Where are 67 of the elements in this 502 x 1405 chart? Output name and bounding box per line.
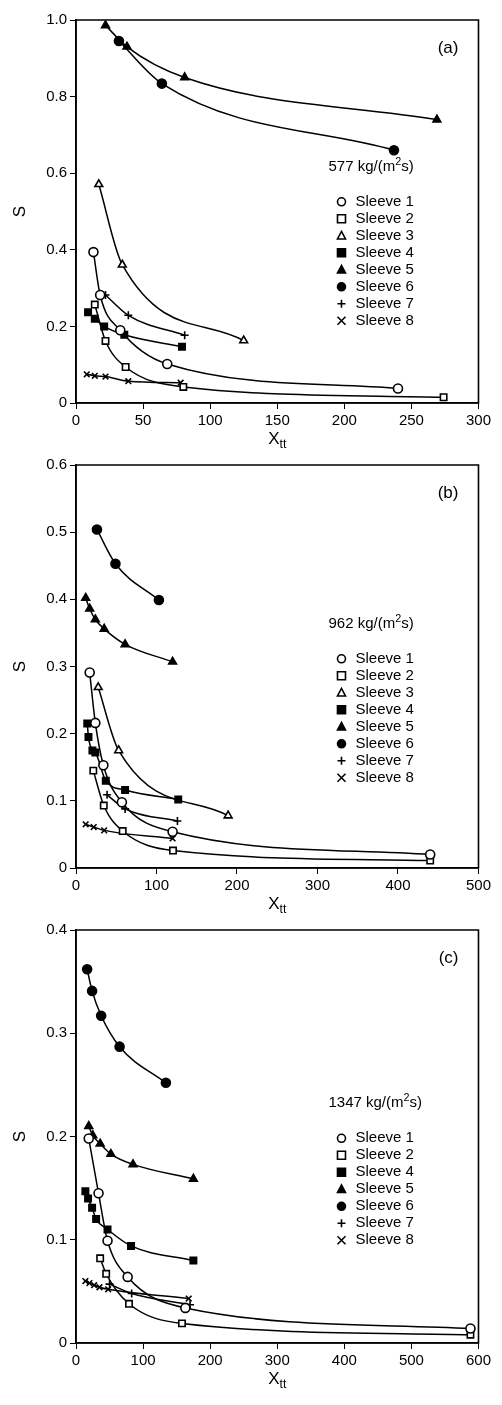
legend-label: Sleeve 2 bbox=[355, 1145, 414, 1163]
legend-label: Sleeve 6 bbox=[355, 733, 414, 751]
y-tick-label: 0.4 bbox=[46, 589, 67, 607]
legend-label: Sleeve 3 bbox=[355, 682, 414, 700]
legend-label: Sleeve 1 bbox=[355, 191, 414, 209]
y-tick-label: 0 bbox=[58, 1333, 67, 1351]
y-tick-label: 0.2 bbox=[46, 316, 67, 334]
x-tick-label: 0 bbox=[71, 876, 81, 894]
legend-label: Sleeve 1 bbox=[355, 648, 414, 666]
legend-label: Sleeve 5 bbox=[355, 716, 414, 734]
y-tick-label: 0.3 bbox=[46, 1023, 67, 1041]
y-tick-label: 0.4 bbox=[46, 239, 67, 257]
y-tick-label: 0.8 bbox=[46, 86, 67, 104]
legend-label: Sleeve 7 bbox=[355, 1213, 414, 1231]
legend-label: Sleeve 2 bbox=[355, 208, 414, 226]
x-tick-label: 200 bbox=[331, 411, 357, 429]
x-tick-label: 150 bbox=[264, 411, 290, 429]
legend-label: Sleeve 7 bbox=[355, 750, 414, 768]
y-tick-label: 0.1 bbox=[46, 1229, 67, 1247]
legend-label: Sleeve 7 bbox=[355, 293, 414, 311]
legend-label: Sleeve 5 bbox=[355, 1179, 414, 1197]
legend-label: Sleeve 3 bbox=[355, 225, 414, 243]
legend-label: Sleeve 1 bbox=[355, 1128, 414, 1146]
x-tick-label: 100 bbox=[130, 1351, 156, 1369]
legend-label: Sleeve 6 bbox=[355, 1196, 414, 1214]
x-tick-label: 200 bbox=[224, 876, 250, 894]
annotation: (c) bbox=[438, 947, 459, 967]
x-tick-label: 0 bbox=[71, 411, 81, 429]
x-tick-label: 50 bbox=[134, 411, 152, 429]
y-tick-label: 1.0 bbox=[46, 10, 67, 28]
x-tick-label: 200 bbox=[197, 1351, 223, 1369]
y-tick-label: 0.4 bbox=[46, 920, 67, 938]
legend-label: Sleeve 6 bbox=[355, 276, 414, 294]
y-tick-label: 0.6 bbox=[46, 455, 67, 473]
x-tick-label: 300 bbox=[304, 876, 331, 894]
legend-label: Sleeve 8 bbox=[355, 310, 414, 328]
y-tick-label: 0.5 bbox=[46, 522, 67, 540]
y-tick-label: 0.1 bbox=[46, 790, 67, 808]
x-tick-label: 500 bbox=[465, 876, 491, 894]
x-tick-label: 400 bbox=[331, 1351, 357, 1369]
x-tick-label: 0 bbox=[71, 1351, 81, 1369]
legend-label: Sleeve 2 bbox=[355, 665, 414, 683]
y-tick-label: 0 bbox=[58, 858, 67, 876]
y-tick-label: 0 bbox=[58, 393, 67, 411]
y-axis-title: S bbox=[9, 660, 29, 673]
y-axis-title: S bbox=[9, 1130, 29, 1143]
x-tick-label: 100 bbox=[143, 876, 170, 894]
legend-label: Sleeve 5 bbox=[355, 259, 414, 277]
y-tick-label: 0.6 bbox=[46, 163, 67, 181]
y-axis-title: S bbox=[9, 205, 29, 218]
y-tick-label: 0.2 bbox=[46, 1126, 67, 1144]
annotation: (a) bbox=[437, 37, 459, 57]
x-tick-label: 100 bbox=[197, 411, 223, 429]
legend-label: Sleeve 8 bbox=[355, 1230, 414, 1248]
annotation: (b) bbox=[437, 482, 459, 502]
legend-label: Sleeve 4 bbox=[355, 699, 414, 717]
legend-label: Sleeve 8 bbox=[355, 767, 414, 785]
x-tick-label: 250 bbox=[398, 411, 424, 429]
y-tick-label: 0.2 bbox=[46, 723, 67, 741]
x-tick-label: 600 bbox=[465, 1351, 491, 1369]
legend-label: Sleeve 4 bbox=[355, 242, 414, 260]
legend-label: Sleeve 4 bbox=[355, 1162, 414, 1180]
x-tick-label: 500 bbox=[398, 1351, 424, 1369]
x-tick-label: 400 bbox=[385, 876, 411, 894]
x-tick-label: 300 bbox=[264, 1351, 290, 1369]
x-tick-label: 300 bbox=[465, 411, 491, 429]
y-tick-label: 0.3 bbox=[46, 656, 67, 674]
